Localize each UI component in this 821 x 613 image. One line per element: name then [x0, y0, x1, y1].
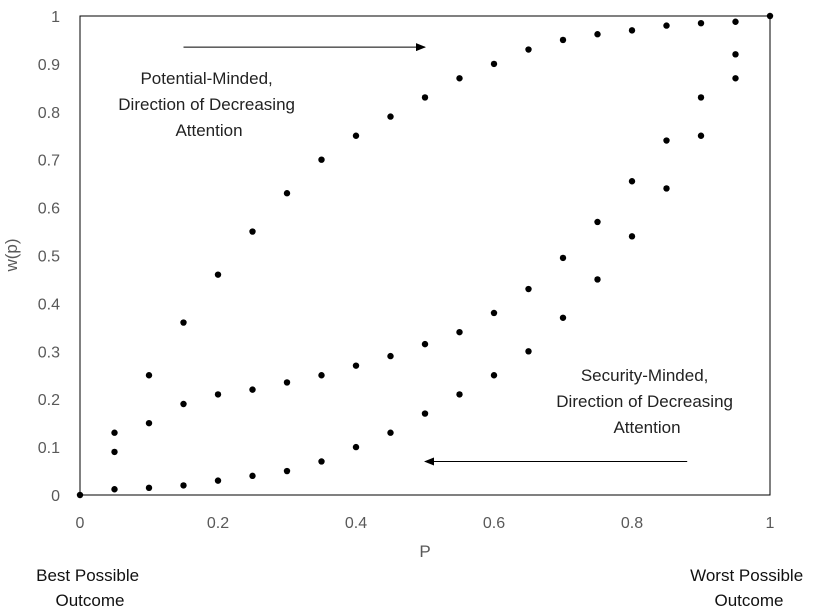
data-point-series-1	[525, 46, 532, 53]
data-point-series-2	[525, 285, 532, 293]
data-point-series-3	[559, 314, 567, 321]
y-tick-label: 0.6	[38, 201, 60, 218]
x-tick-label: 0.4	[345, 515, 367, 532]
y-tick-label: 0.9	[38, 57, 60, 74]
y-tick-label: 0.7	[38, 153, 60, 170]
data-point-series-3	[283, 467, 291, 475]
y-axis-ticks: 0 0.1 0.2 0.3 0.4 0.5 0.6 0.7 0.8 0.9 1	[38, 9, 60, 505]
x-axis-ticks: 0 0.2 0.4 0.6 0.8 1	[76, 515, 775, 532]
data-point-series-1	[697, 19, 705, 27]
x-tick-label: 0.8	[621, 515, 643, 532]
security-minded-annotation: Security-Minded, Direction of Decreasing…	[556, 366, 737, 437]
data-point-series-3	[456, 391, 463, 398]
data-point-series-3	[145, 484, 153, 492]
data-point-series-3	[525, 348, 532, 355]
data-point-series-1	[180, 319, 187, 326]
data-point-series-1	[663, 22, 670, 29]
data-point-series-1	[145, 372, 153, 379]
data-points	[76, 12, 774, 499]
data-point-series-1	[594, 31, 601, 38]
data-point-series-3	[663, 185, 670, 192]
data-point-series-2	[490, 309, 498, 317]
data-point-series-1	[76, 491, 84, 499]
x-axis-title: P	[419, 542, 430, 561]
data-point-series-1	[214, 271, 222, 278]
plot-frame	[79, 15, 771, 496]
y-tick-label: 0.3	[38, 344, 60, 361]
potential-minded-annotation: Potential-Minded, Direction of Decreasin…	[118, 69, 299, 140]
data-point-series-3	[421, 410, 429, 417]
data-point-series-3	[387, 429, 394, 436]
data-point-series-3	[697, 132, 705, 139]
data-point-series-2	[697, 94, 705, 101]
data-point-series-2	[180, 400, 187, 408]
data-point-series-2	[628, 178, 636, 185]
x-tick-label: 0.2	[207, 515, 229, 532]
data-point-series-1	[318, 156, 325, 163]
data-point-series-2	[249, 386, 256, 393]
data-point-series-3	[352, 443, 360, 451]
y-tick-label: 0	[51, 488, 60, 505]
direction-arrows	[183, 43, 688, 466]
y-tick-label: 0.4	[38, 296, 60, 313]
x-tick-label: 0.6	[483, 515, 505, 532]
data-point-series-1	[283, 190, 291, 197]
data-point-series-3	[628, 233, 636, 240]
data-point-series-1	[456, 75, 463, 82]
data-point-series-3	[732, 75, 739, 82]
data-point-series-3	[318, 458, 325, 465]
y-tick-label: 0.5	[38, 249, 60, 266]
data-point-series-3	[214, 477, 222, 484]
data-point-series-1	[111, 429, 118, 436]
data-point-series-2	[732, 51, 739, 58]
data-point-series-1	[387, 113, 394, 120]
data-point-series-1	[421, 94, 429, 101]
data-point-series-2	[283, 379, 291, 386]
data-point-series-2	[594, 218, 601, 226]
data-point-series-2	[421, 340, 429, 348]
x-tick-label: 0	[76, 515, 85, 532]
data-point-series-2	[318, 372, 325, 379]
data-point-series-3	[249, 472, 256, 480]
data-point-series-2	[559, 254, 567, 262]
y-axis-title: w(p)	[2, 238, 21, 272]
y-tick-label: 1	[51, 9, 60, 26]
y-tick-label: 0.1	[38, 440, 60, 457]
data-point-series-3	[180, 482, 187, 489]
data-point-series-2	[214, 391, 222, 398]
y-tick-label: 0.8	[38, 105, 60, 122]
y-tick-label: 0.2	[38, 392, 60, 409]
best-possible-outcome-label: Best Possible Outcome	[36, 566, 144, 610]
data-point-series-3	[490, 372, 498, 379]
data-point-series-1	[766, 12, 774, 20]
x-tick-label: 1	[766, 515, 775, 532]
data-point-series-2	[456, 328, 463, 336]
data-point-series-1	[490, 60, 498, 68]
data-point-series-1	[732, 18, 739, 25]
data-point-series-1	[628, 27, 636, 34]
data-point-series-2	[387, 352, 394, 360]
data-point-series-3	[111, 486, 118, 493]
data-point-series-2	[352, 362, 360, 369]
data-point-series-2	[663, 137, 670, 144]
data-point-series-2	[145, 419, 153, 427]
data-point-series-1	[352, 132, 360, 139]
data-point-series-2	[111, 448, 118, 456]
data-point-series-3	[594, 276, 601, 283]
data-point-series-1	[249, 228, 256, 235]
data-point-series-1	[559, 36, 567, 44]
worst-possible-outcome-label: Worst Possible Outcome	[690, 566, 808, 610]
